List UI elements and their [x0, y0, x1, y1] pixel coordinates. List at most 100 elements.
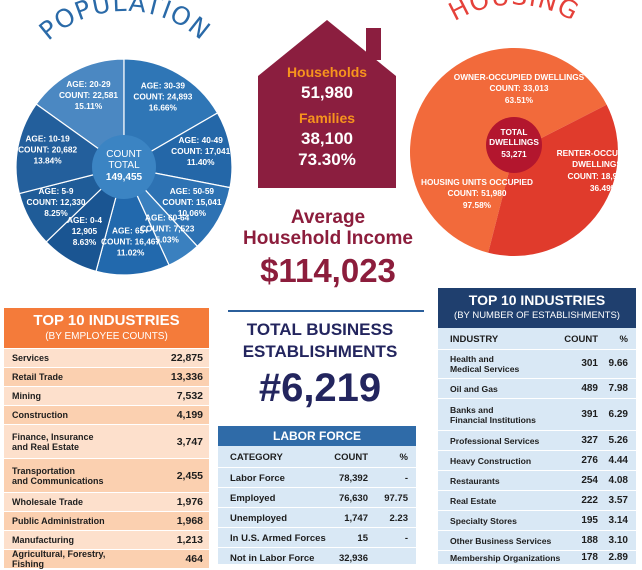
business-line2: ESTABLISHMENTS — [242, 342, 398, 361]
labor-row-category: In U.S. Armed Forces — [230, 532, 326, 544]
est-subtitle: (BY NUMBER OF ESTABLISHMENTS) — [454, 310, 620, 321]
population-slice-label: AGE: 30-39 — [141, 81, 186, 91]
est-row-industry: Health and Medical Services — [450, 354, 520, 374]
est-row-count: 254 — [581, 474, 598, 486]
emp-row-industry: Mining — [12, 391, 41, 401]
labor-table-row: Employed 76,630 97.75 — [218, 487, 416, 508]
est-row-industry: Other Business Services — [450, 535, 552, 546]
owner-pct: 63.51% — [505, 95, 534, 105]
est-title: TOP 10 INDUSTRIES — [468, 292, 606, 308]
est-row-count: 391 — [581, 408, 598, 420]
emp-table-row: Finance, Insurance and Real Estate 3,747 — [4, 425, 209, 458]
est-table-row: Restaurants 254 4.08 — [438, 470, 636, 490]
est-row-industry: Real Estate — [450, 495, 497, 506]
est-table-row: Specialty Stores 195 3.14 — [438, 510, 636, 530]
income-line2: Household Income — [243, 228, 413, 249]
families-value: 38,100 — [301, 129, 353, 148]
business-value: #6,219 — [258, 366, 382, 410]
renter-slice — [488, 104, 618, 256]
population-slice — [123, 58, 219, 169]
est-row-count: 178 — [581, 552, 598, 563]
labor-header-pct: % — [399, 451, 408, 463]
emp-table-row: Manufacturing 1,213 — [4, 531, 209, 549]
business-top-rule — [228, 310, 424, 312]
housing-center-circle — [486, 117, 542, 173]
population-center-line2: TOTAL — [108, 160, 140, 171]
labor-row-count: 1,747 — [344, 512, 368, 524]
est-row-count: 195 — [581, 514, 598, 526]
emp-row-industry: Construction — [12, 410, 68, 420]
est-row-pct: 5.26 — [608, 434, 628, 446]
labor-row-category: Employed — [230, 492, 276, 504]
est-row-count: 489 — [581, 382, 598, 394]
est-table-row: Real Estate 222 3.57 — [438, 490, 636, 510]
emp-row-industry: Agricultural, Forestry, Fishing — [12, 549, 106, 569]
population-slice-label: 8.25% — [44, 208, 68, 218]
population-slice-label: AGE: 40-49 — [179, 135, 224, 145]
population-slice-label: AGE: 0-4 — [67, 215, 102, 225]
labor-header-category: CATEGORY — [230, 451, 283, 463]
population-center-value: 149,455 — [106, 172, 143, 183]
population-slice-label: COUNT: 7,523 — [140, 224, 195, 234]
est-table-row: Health and Medical Services 301 9.66 — [438, 349, 636, 378]
labor-row-category: Not in Labor Force — [230, 552, 315, 564]
est-table-row: Membership Organizations 178 2.89 — [438, 550, 636, 565]
housing-title-path: HOUSING — [444, 0, 583, 27]
est-row-count: 327 — [581, 434, 598, 446]
population-slice-label: 16.66% — [149, 103, 178, 113]
est-table-row: Professional Services 327 5.26 — [438, 430, 636, 450]
labor-table-row: Unemployed 1,747 2.23 — [218, 507, 416, 528]
emp-row-count: 22,875 — [170, 352, 203, 364]
occupied-label: HOUSING UNITS OCCUPIED — [421, 177, 533, 187]
est-header: TOP 10 INDUSTRIES (BY NUMBER OF ESTABLIS… — [438, 288, 636, 328]
population-slice-label: AGE: 60-64 — [145, 213, 190, 223]
emp-table-row: Services 22,875 — [4, 349, 209, 367]
labor-row-category: Unemployed — [230, 512, 288, 524]
population-slice-label: 8.63% — [73, 237, 97, 247]
emp-row-industry: Finance, Insurance and Real Estate — [12, 431, 94, 452]
labor-table-row: Labor Force 78,392 - — [218, 467, 416, 488]
labor-row-category: Labor Force — [230, 472, 285, 484]
emp-table-row: Public Administration 1,968 — [4, 512, 209, 530]
population-slice — [35, 58, 125, 169]
population-slice — [95, 165, 170, 276]
occupied-count: COUNT: 51,980 — [447, 188, 506, 198]
emp-row-count: 4,199 — [176, 409, 203, 421]
est-row-pct: 6.29 — [608, 408, 628, 420]
labor-row-count: 76,630 — [338, 492, 368, 504]
est-table-bg — [438, 328, 636, 564]
est-header-count: COUNT — [564, 333, 598, 345]
est-row-industry: Restaurants — [450, 475, 500, 486]
est-header-industry: INDUSTRY — [450, 333, 499, 345]
emp-row-industry: Manufacturing — [12, 535, 74, 545]
population-slice-label: AGE: 20-29 — [66, 79, 111, 89]
est-row-pct: 9.66 — [608, 358, 628, 369]
emp-row-industry: Wholesale Trade — [12, 497, 84, 507]
labor-row-pct: 97.75 — [384, 492, 408, 504]
households-label: Households — [286, 64, 368, 80]
population-slice-label: 5.03% — [155, 235, 179, 245]
population-slice-label: COUNT: 12,330 — [27, 197, 86, 207]
renter-count: COUNT: 18,967 — [567, 171, 626, 181]
house-shape — [258, 20, 396, 188]
labor-table-bg — [218, 446, 416, 564]
est-row-industry: Membership Organizations — [450, 553, 561, 563]
est-row-industry: Oil and Gas — [450, 383, 498, 394]
emp-row-industry: Services — [12, 353, 50, 363]
emp-row-count: 1,968 — [176, 515, 203, 527]
emp-table-row: Mining 7,532 — [4, 387, 209, 405]
population-slice-label: 12,905 — [72, 226, 98, 236]
housing-center-value: 53,271 — [501, 149, 527, 159]
emp-row-count: 3,747 — [176, 435, 203, 448]
labor-row-count: 32,936 — [338, 552, 368, 564]
est-row-count: 222 — [581, 494, 598, 506]
est-row-pct: 3.10 — [608, 534, 628, 546]
owner-count: COUNT: 33,013 — [489, 83, 548, 93]
labor-row-count: 15 — [357, 532, 368, 544]
emp-header: TOP 10 INDUSTRIES (BY EMPLOYEE COUNTS) — [4, 308, 209, 348]
population-slice-label: COUNT: 22,581 — [59, 90, 118, 100]
emp-row-count: 13,336 — [170, 371, 203, 383]
est-header-row: INDUSTRY COUNT % — [438, 329, 636, 349]
housing-chart: HOUSING TOTAL DWELLINGS 53,271 OWNER-OCC… — [410, 0, 637, 256]
